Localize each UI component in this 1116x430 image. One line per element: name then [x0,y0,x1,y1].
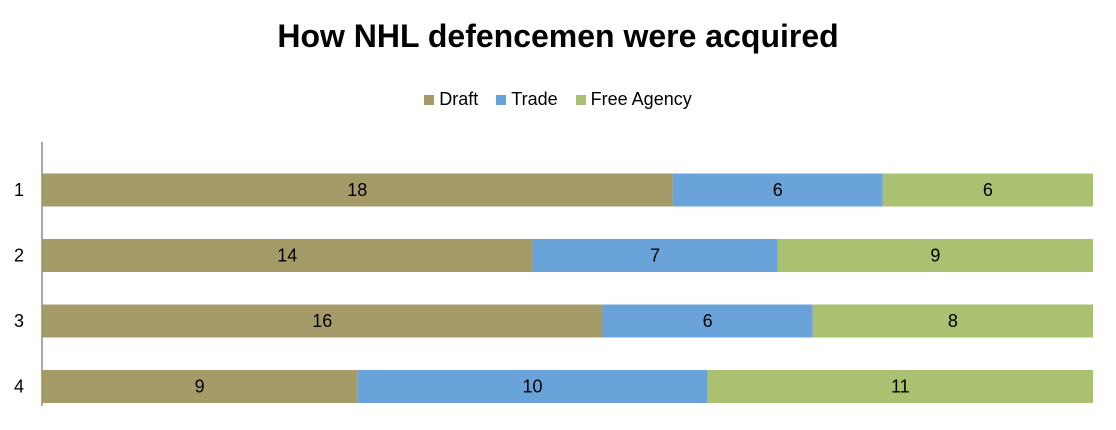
bar-segment-free-agency [777,239,1093,272]
data-label: 6 [703,311,713,331]
bar-segment-draft [42,173,673,207]
bar-segment-free-agency [707,370,1093,403]
chart-legend: Draft Trade Free Agency [0,89,1116,110]
data-label: 6 [983,180,993,200]
y-tick-label: 4 [14,377,24,397]
data-label: 16 [312,311,332,331]
data-label: 14 [277,246,297,266]
bar-segment-trade [602,304,813,338]
bar-segment-free-agency [812,304,1093,338]
legend-swatch-trade [496,94,507,105]
legend-label-trade: Trade [511,89,558,109]
bar-segment-trade [357,370,708,403]
bar-segment-draft [42,304,603,338]
legend-item-trade: Trade [496,89,558,110]
legend-swatch-draft [424,94,435,105]
legend-item-draft: Draft [424,89,478,110]
bar-segment-trade [672,173,883,207]
bar-segment-draft [42,239,533,272]
bar-segment-free-agency [882,173,1093,207]
data-label: 7 [650,246,660,266]
legend-label-draft: Draft [439,89,479,109]
legend-label-free-agency: Free Agency [590,89,692,109]
bar-segment-trade [532,239,778,272]
data-label: 6 [773,180,783,200]
data-label: 8 [948,311,958,331]
chart-title: How NHL defencemen were acquired [277,18,839,54]
data-label: 11 [891,377,910,397]
y-tick-label: 2 [14,246,24,266]
legend-swatch-free-agency [575,94,586,105]
y-tick-label: 1 [14,180,24,200]
legend-item-free-agency: Free Agency [575,89,692,110]
data-label: 18 [347,180,367,200]
data-label: 9 [195,377,205,397]
data-label: 10 [522,377,542,397]
bar-segment-draft [42,370,358,403]
data-label: 9 [930,246,940,266]
y-tick-label: 3 [14,311,24,331]
